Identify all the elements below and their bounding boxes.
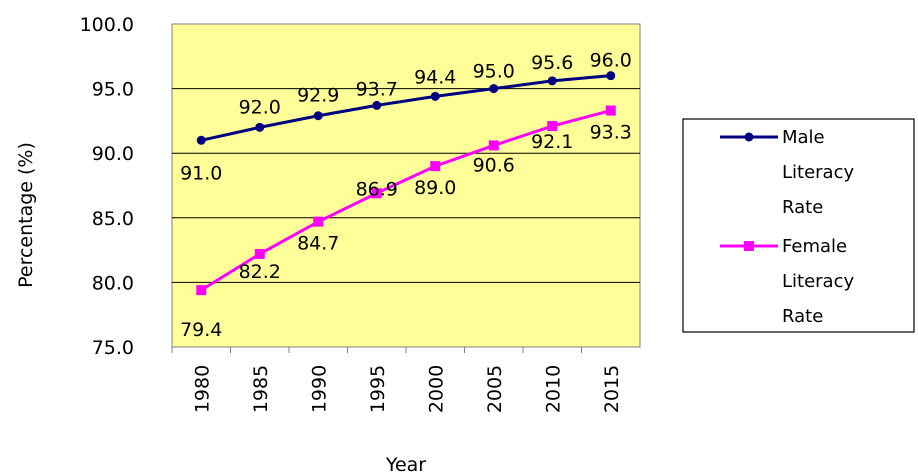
data-label: 93.3: [590, 122, 632, 144]
data-point: [606, 71, 616, 81]
data-point: [255, 122, 265, 132]
data-point: [372, 100, 382, 110]
series-line: [200, 109, 612, 292]
legend-label: Female: [782, 236, 847, 257]
x-tick-label: 1985: [250, 365, 272, 413]
data-label: 79.4: [180, 319, 222, 341]
x-axis-title: Year: [385, 454, 426, 476]
x-tick-label: 1980: [191, 365, 213, 413]
data-point: [605, 105, 616, 116]
data-label: 96.0: [590, 50, 632, 72]
data-label: 94.4: [414, 66, 456, 88]
y-tick-label: 100.0: [80, 14, 134, 36]
x-tick-label: 2000: [425, 365, 447, 413]
x-tick-label: 1995: [367, 365, 389, 413]
data-labels: 91.0 92.0 92.9 93.7 94.4 95.0 95.6 96.0 79.4 82.2…: [180, 50, 632, 341]
y-axis-title: Percentage (%): [15, 142, 37, 288]
data-point: [489, 84, 499, 94]
series-group: [196, 71, 616, 296]
y-tick-label: 75.0: [92, 337, 134, 359]
x-tick-label: 2010: [542, 365, 564, 413]
x-axis-ticks: 1980 1985 1990 1995 2000 2005 2010 2015: [171, 347, 623, 413]
y-tick-label: 90.0: [92, 143, 134, 165]
y-tick-label: 80.0: [92, 272, 134, 294]
legend-marker: [744, 241, 754, 251]
legend-label: Male: [782, 127, 825, 148]
data-point: [254, 248, 265, 259]
y-tick-label: 95.0: [92, 79, 134, 101]
legend: Male Literacy Rate Female Literacy Rate: [682, 118, 915, 333]
legend-label: Literacy: [782, 162, 854, 183]
data-label: 92.1: [531, 131, 573, 153]
data-label: 92.9: [297, 85, 339, 107]
x-tick-label: 2015: [601, 365, 623, 413]
y-axis-ticks: 75.0 80.0 85.0 90.0 95.0 100.0: [80, 14, 134, 359]
data-point: [488, 140, 499, 151]
data-label: 91.0: [180, 162, 222, 184]
data-point: [313, 216, 324, 227]
data-label: 89.0: [414, 177, 456, 199]
data-point: [430, 91, 440, 101]
data-label: 93.7: [356, 78, 398, 100]
data-point: [547, 121, 558, 132]
data-point: [313, 111, 323, 121]
data-label: 84.7: [297, 233, 339, 255]
data-point: [196, 285, 207, 296]
data-point: [430, 161, 441, 172]
legend-label: Literacy: [782, 271, 854, 292]
x-tick-label: 1990: [308, 365, 330, 413]
plot-area: [171, 23, 641, 348]
legend-label: Rate: [782, 197, 823, 218]
legend-box: [682, 118, 915, 333]
legend-marker: [744, 132, 754, 142]
data-point: [196, 135, 206, 145]
data-point: [371, 188, 382, 199]
data-label: 82.2: [239, 261, 281, 283]
x-tick-label: 2005: [484, 365, 506, 413]
data-label: 92.0: [239, 96, 281, 118]
data-label: 95.6: [531, 52, 573, 74]
legend-label: Rate: [782, 306, 823, 327]
y-tick-label: 85.0: [92, 208, 134, 230]
gridlines: [172, 88, 640, 283]
data-point: [547, 76, 557, 86]
series-line: [200, 74, 611, 142]
data-label: 90.6: [473, 154, 515, 176]
data-label: 86.9: [356, 178, 398, 200]
data-label: 95.0: [473, 61, 515, 83]
